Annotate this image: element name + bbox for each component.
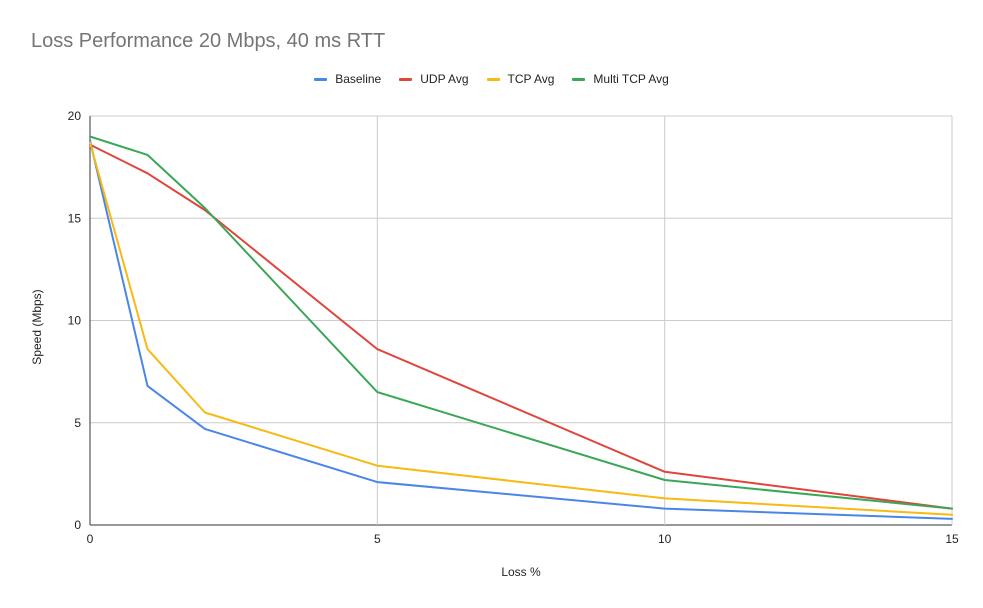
tick-labels: 0 5 10 15 20 0 5 10 15	[68, 109, 959, 546]
x-tick-label: 10	[658, 532, 672, 546]
y-tick-label: 15	[68, 211, 82, 225]
legend-swatch	[314, 77, 328, 81]
series-line-multi-tcp-avg	[89, 135, 953, 510]
legend-item-baseline: Baseline	[314, 72, 381, 86]
y-tick-label: 10	[68, 314, 82, 328]
legend-item-udp-avg: UDP Avg	[399, 72, 469, 86]
y-tick-label: 5	[74, 416, 81, 430]
grid-lines	[89, 115, 953, 526]
x-axis-title: Loss %	[501, 565, 541, 579]
x-tick-label: 0	[87, 532, 94, 546]
series-lines	[89, 135, 953, 520]
legend-swatch	[572, 77, 586, 81]
y-axis-title: Speed (Mbps)	[30, 289, 44, 364]
y-tick-label: 0	[74, 518, 81, 532]
legend-label: Multi TCP Avg	[593, 72, 669, 86]
series-line-udp-avg	[89, 143, 953, 510]
series-line-baseline	[89, 139, 953, 520]
chart-title: Loss Performance 20 Mbps, 40 ms RTT	[31, 30, 386, 52]
legend-label: TCP Avg	[507, 72, 555, 86]
legend-label: UDP Avg	[420, 72, 469, 86]
legend-item-multi-tcp-avg: Multi TCP Avg	[572, 72, 669, 86]
legend-label: Baseline	[335, 72, 382, 86]
y-tick-label: 20	[68, 109, 82, 123]
legend-swatch	[486, 77, 500, 81]
legend-item-tcp-avg: TCP Avg	[486, 72, 555, 86]
legend: Baseline UDP Avg TCP Avg Multi TCP Avg	[0, 72, 983, 86]
series-line-tcp-avg	[89, 141, 953, 516]
legend-swatch	[399, 77, 413, 81]
x-tick-label: 5	[374, 532, 381, 546]
x-tick-label: 15	[945, 532, 959, 546]
